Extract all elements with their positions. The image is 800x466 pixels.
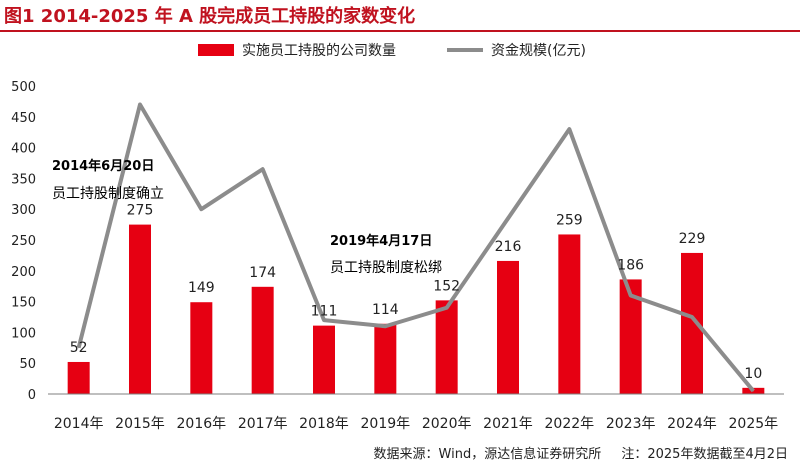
x-tick-label: 2023年 bbox=[606, 416, 656, 432]
line-point bbox=[630, 294, 632, 296]
legend-item-bar: 实施员工持股的公司数量 bbox=[198, 40, 396, 60]
chart-title: 图1 2014-2025 年 A 股完成员工持股的家数变化 bbox=[4, 6, 416, 27]
y-tick-label: 150 bbox=[11, 296, 36, 311]
x-tick-label: 2017年 bbox=[238, 416, 288, 432]
line-point bbox=[507, 217, 509, 219]
legend: 实施员工持股的公司数量 资金规模(亿元) bbox=[0, 40, 800, 60]
y-tick-label: 200 bbox=[11, 265, 36, 280]
line-series-fund-scale bbox=[76, 102, 755, 393]
bar-value-label: 229 bbox=[679, 231, 706, 247]
y-tick-label: 500 bbox=[11, 80, 36, 95]
bar-value-label: 152 bbox=[433, 278, 460, 294]
bar-value-label: 111 bbox=[311, 304, 338, 320]
y-tick-label: 250 bbox=[11, 234, 36, 249]
source-text: 数据来源：Wind，源达信息证券研究所 bbox=[373, 447, 602, 462]
bar bbox=[619, 279, 642, 394]
bar-value-label: 174 bbox=[249, 265, 276, 281]
bar-value-label: 186 bbox=[617, 257, 644, 273]
bar bbox=[435, 300, 458, 394]
y-tick-label: 350 bbox=[11, 172, 36, 187]
legend-bar-label: 实施员工持股的公司数量 bbox=[242, 43, 396, 59]
bar bbox=[67, 361, 90, 394]
x-tick-label: 2014年 bbox=[54, 416, 104, 432]
legend-line-label: 资金规模(亿元) bbox=[491, 43, 586, 59]
bar bbox=[681, 252, 703, 394]
x-tick-label: 2025年 bbox=[729, 416, 779, 432]
y-tick-label: 50 bbox=[19, 357, 36, 372]
bar-value-label: 216 bbox=[495, 239, 522, 255]
y-tick-label: 0 bbox=[28, 388, 36, 403]
annotation-2019-date: 2019年4月17日 bbox=[330, 233, 432, 249]
source-date-note: 注：2025年数据截至4月2日 bbox=[621, 447, 788, 462]
source-note: 数据来源：Wind，源达信息证券研究所 注：2025年数据截至4月2日 bbox=[358, 443, 788, 462]
legend-line-swatch bbox=[447, 48, 483, 52]
bar bbox=[190, 302, 213, 394]
y-tick-label: 300 bbox=[11, 203, 36, 218]
annotation-2019-text: 员工持股制度松绑 bbox=[330, 260, 442, 276]
x-tick-label: 2015年 bbox=[115, 416, 165, 432]
line-point bbox=[446, 307, 448, 309]
bar bbox=[558, 234, 581, 394]
line-point bbox=[139, 103, 141, 105]
x-tick-label: 2024年 bbox=[667, 416, 717, 432]
y-tick-label: 400 bbox=[11, 142, 36, 157]
bar-value-label: 10 bbox=[744, 366, 762, 382]
line-point bbox=[568, 128, 570, 130]
y-tick-label: 100 bbox=[11, 326, 36, 341]
bar-value-label: 275 bbox=[127, 203, 154, 219]
line-point bbox=[752, 390, 754, 392]
line-point bbox=[200, 208, 202, 210]
line-point bbox=[384, 325, 386, 327]
bar bbox=[313, 325, 335, 394]
bar-value-label: 52 bbox=[70, 340, 88, 356]
bar bbox=[251, 286, 274, 394]
line-point bbox=[78, 347, 80, 349]
x-tick-label: 2021年 bbox=[483, 416, 533, 432]
x-tick-label: 2020年 bbox=[422, 416, 472, 432]
x-tick-label: 2022年 bbox=[545, 416, 595, 432]
annotation-2014-text: 员工持股制度确立 bbox=[52, 186, 164, 202]
y-tick-label: 450 bbox=[11, 111, 36, 126]
legend-item-line: 资金规模(亿元) bbox=[447, 40, 586, 60]
bar bbox=[129, 224, 151, 394]
bar-value-label: 149 bbox=[188, 280, 215, 296]
bar bbox=[497, 260, 519, 394]
x-tick-label: 2019年 bbox=[361, 416, 411, 432]
bar bbox=[374, 323, 397, 394]
annotation-2014-date: 2014年6月20日 bbox=[52, 158, 154, 174]
bar-value-label: 114 bbox=[372, 302, 399, 318]
line-point bbox=[262, 168, 264, 170]
legend-bar-swatch bbox=[198, 44, 234, 56]
bar-value-label: 259 bbox=[556, 212, 583, 228]
x-tick-label: 2018年 bbox=[299, 416, 349, 432]
line-point bbox=[323, 319, 325, 321]
title-underline bbox=[0, 30, 800, 32]
x-tick-label: 2016年 bbox=[177, 416, 227, 432]
line-point bbox=[691, 316, 693, 318]
